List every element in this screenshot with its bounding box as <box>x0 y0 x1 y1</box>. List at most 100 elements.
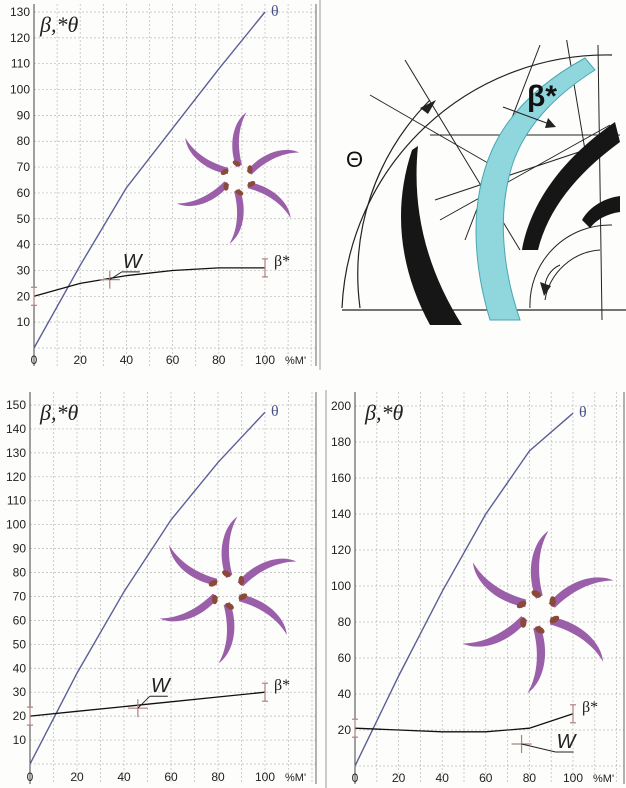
y-tick-label: 60 <box>338 651 352 665</box>
beta-curve <box>354 713 574 733</box>
y-tick-label: 80 <box>17 134 31 148</box>
diagram-beta-label: β* <box>527 80 557 113</box>
spiral-hub-dot <box>531 590 542 598</box>
spiral-hub-dot <box>549 596 556 607</box>
spiral-impeller-icon <box>462 530 614 694</box>
theta-curve <box>33 11 266 349</box>
y-tick-label: 90 <box>13 542 27 556</box>
spiral-arm <box>472 562 526 608</box>
y-tick-label: 100 <box>6 518 26 532</box>
y-tick-label: 10 <box>17 315 31 329</box>
y-tick-label: 20 <box>17 289 31 303</box>
spiral-arm <box>232 112 247 168</box>
y-tick-label: 100 <box>10 83 30 97</box>
spiral-hub-dot <box>223 182 229 191</box>
x-axis-label: %M' <box>593 773 614 785</box>
spiral-arm <box>462 616 528 647</box>
spiral-arm <box>159 593 219 622</box>
x-tick-label: 100 <box>563 771 583 785</box>
theta-series-label: θ <box>271 3 279 20</box>
spiral-arm <box>221 516 238 578</box>
y-tick-label: 50 <box>13 637 27 651</box>
spiral-impeller-icon <box>176 112 300 244</box>
y-tick-label: 40 <box>338 687 352 701</box>
spiral-hub-dot <box>211 594 218 605</box>
y-tick-label: 120 <box>6 470 26 484</box>
x-tick-label: 20 <box>70 770 84 784</box>
y-tick-label: 20 <box>338 723 352 737</box>
beta-series-label: β* <box>274 253 290 270</box>
x-tick-label: 60 <box>166 353 180 367</box>
w-leader-line <box>109 271 123 281</box>
inner-arc <box>529 224 613 309</box>
x-tick-label: 80 <box>211 770 225 784</box>
w-annotation-label: W <box>557 731 578 753</box>
spiral-hub-dot <box>208 579 218 587</box>
spiral-hub-dot <box>549 615 560 624</box>
spiral-arm <box>238 594 287 635</box>
y-tick-label: 110 <box>7 494 26 508</box>
theta-arrow <box>420 100 436 114</box>
y-tick-label: 30 <box>17 263 31 277</box>
corner-label: β,*θ <box>39 12 78 37</box>
spiral-arm <box>218 602 235 664</box>
corner-label: β,*θ <box>39 400 78 425</box>
w-annotation-label: W <box>123 251 144 273</box>
x-tick-label: 0 <box>27 770 34 784</box>
spiral-impeller-icon <box>159 516 297 664</box>
construction-line <box>369 94 501 171</box>
spiral-arm <box>169 545 218 586</box>
rotation-arrow-head <box>540 282 551 296</box>
y-tick-label: 60 <box>17 186 31 200</box>
spiral-arm <box>247 181 291 219</box>
corner-label: β,*θ <box>364 400 403 425</box>
y-tick-label: 80 <box>13 566 27 580</box>
x-tick-label: 60 <box>479 771 493 785</box>
blade-black-right <box>522 122 620 250</box>
y-tick-label: 130 <box>10 5 30 19</box>
spiral-arm <box>185 137 229 175</box>
y-tick-label: 110 <box>11 57 30 71</box>
beta-series-label: β* <box>274 677 290 694</box>
w-leader-line <box>137 695 151 709</box>
construction-line <box>566 40 586 151</box>
spiral-hub-dot <box>225 602 234 610</box>
blade-black-small <box>582 196 620 228</box>
spiral-hub-dot <box>238 593 248 601</box>
x-tick-label: 100 <box>255 770 275 784</box>
blade-black-left <box>400 146 462 325</box>
chart-top-left: β,*θ 10 20 30 40 50 60 70 80 90 100 110 120 130 0 20 40… <box>10 3 317 367</box>
spiral-hub-dot <box>520 617 527 628</box>
theta-curve <box>29 411 266 765</box>
spiral-arm <box>530 530 549 599</box>
y-tick-label: 150 <box>6 398 26 412</box>
y-tick-label: 100 <box>331 579 351 593</box>
x-tick-label: 0 <box>31 353 38 367</box>
blade-diagram: β* Θ <box>341 40 626 325</box>
spiral-arm <box>527 625 546 694</box>
spiral-hub-dot <box>232 160 241 167</box>
beta-curve <box>33 267 265 297</box>
beta-arrow <box>502 106 553 126</box>
y-tick-label: 70 <box>17 160 31 174</box>
x-tick-label: 20 <box>74 353 88 367</box>
theta-series-label: θ <box>271 403 279 420</box>
theta-arc <box>357 99 431 309</box>
chart-bottom-left: β,*θ 10 20 30 40 50 60 70 80 90 100 110 120 130 140 15… <box>6 392 317 784</box>
x-tick-label: 100 <box>255 353 275 367</box>
spiral-hub-dot <box>247 180 256 188</box>
y-tick-label: 180 <box>331 435 351 449</box>
y-tick-label: 160 <box>331 471 351 485</box>
x-tick-label: 60 <box>164 770 178 784</box>
spiral-hub-dot <box>516 600 527 609</box>
y-tick-label: 30 <box>13 685 27 699</box>
chart-bottom-right: β,*θ 20 40 60 80 100 120 140 160 180 200 0 20 40 60 80… <box>331 392 625 785</box>
spiral-hub-dot <box>238 575 245 586</box>
y-tick-label: 90 <box>17 108 31 122</box>
x-tick-label: 0 <box>352 771 359 785</box>
spiral-arm <box>550 616 604 662</box>
w-leader-line <box>521 743 556 753</box>
y-tick-label: 120 <box>10 31 30 45</box>
construction-line <box>597 44 603 321</box>
